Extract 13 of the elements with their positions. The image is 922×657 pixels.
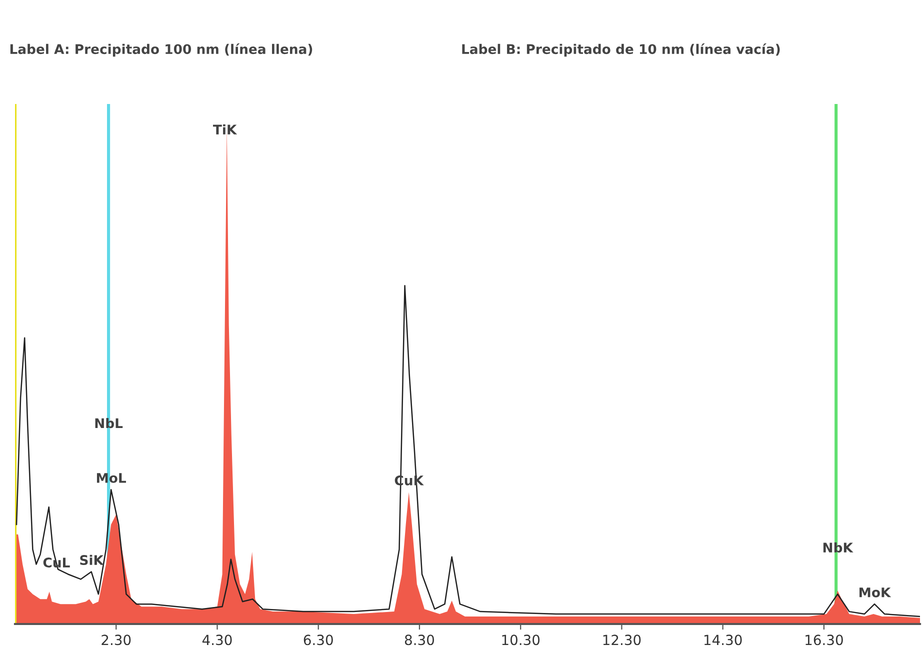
- text: Label A: Precipitado 100 nm (línea llena): [10, 43, 312, 57]
- text: Label B: Precipitado de 10 nm (línea vacía): [462, 43, 780, 57]
- x-tick-label: 4.30: [202, 634, 232, 646]
- x-tick-label: 6.30: [304, 634, 333, 646]
- x-tick-label: 8.30: [404, 634, 434, 646]
- x-tick-label: 2.30: [102, 634, 131, 646]
- x-tick-label: 16.30: [806, 634, 843, 646]
- x-tick-label: 14.30: [704, 634, 742, 646]
- annotation: SiK: [80, 554, 104, 566]
- annotation: TiK: [213, 124, 238, 134]
- x-tick-label: 10.30: [502, 634, 540, 646]
- x-tick-label: 12.30: [603, 634, 641, 646]
- annotation: MoK: [860, 588, 892, 598]
